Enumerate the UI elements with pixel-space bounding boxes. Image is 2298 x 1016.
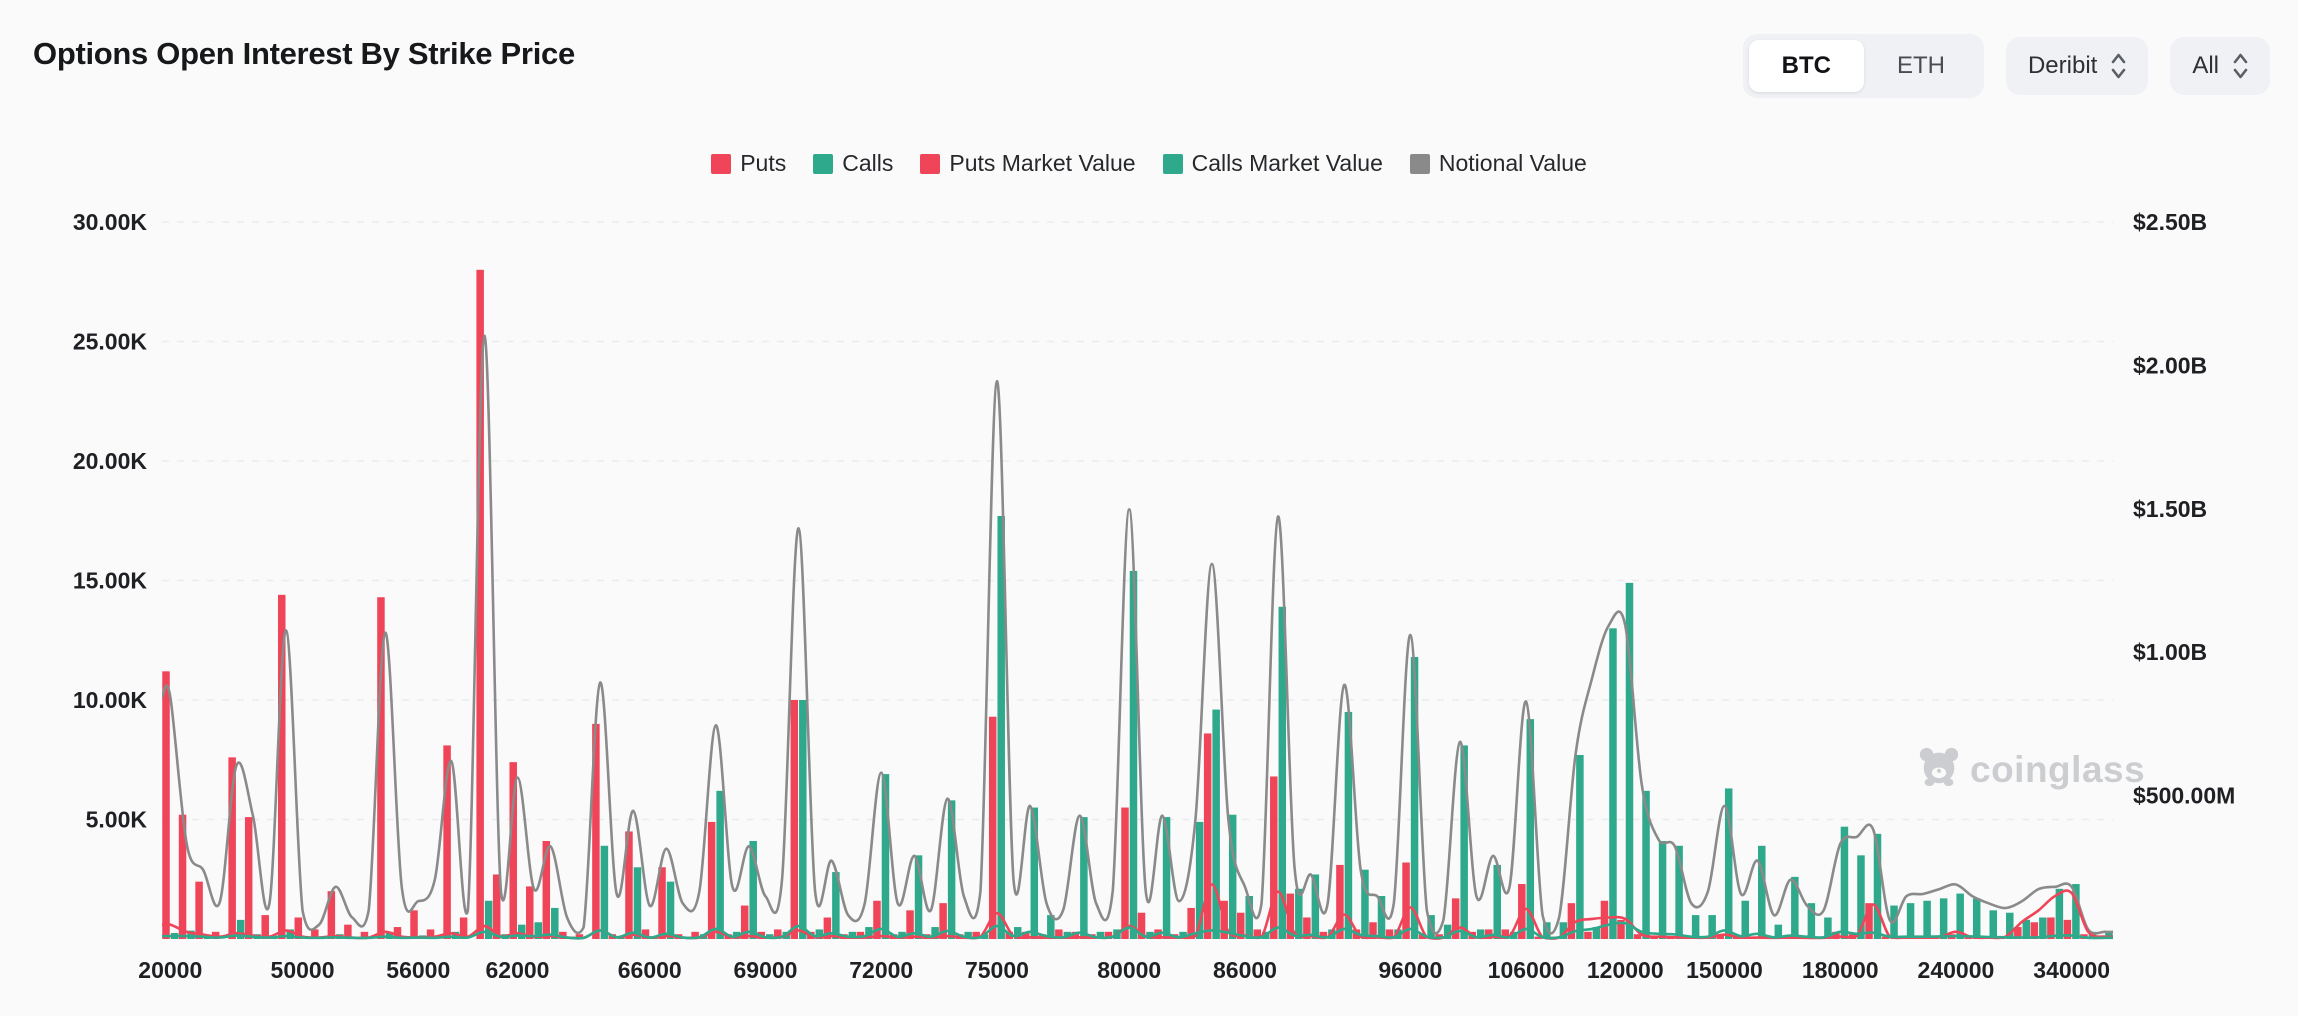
puts-bar [410,910,418,939]
calls-bar [1940,898,1948,939]
calls-bar [1212,710,1220,939]
calls-bar [667,882,675,939]
calls-bar [1295,889,1303,939]
x-tick-label: 66000 [618,957,682,983]
puts-bar [195,882,203,939]
y-left-tick-label: 20.00K [73,448,148,474]
y-left-tick-label: 15.00K [73,568,148,594]
x-tick-label: 120000 [1587,957,1664,983]
calls-bar [1907,903,1915,939]
y-left-tick-label: 30.00K [73,209,148,235]
x-tick-label: 86000 [1213,957,1277,983]
calls-bar [716,791,724,939]
puts-bar [261,915,269,939]
puts-bar [791,700,799,939]
x-tick-label: 340000 [2033,957,2110,983]
x-tick-label: 150000 [1686,957,1763,983]
y-left-tick-label: 5.00K [86,807,148,833]
x-tick-label: 240000 [1918,957,1995,983]
x-tick-label: 62000 [485,957,549,983]
calls-bar [1758,846,1766,939]
puts-bar [162,671,170,939]
x-tick-label: 69000 [734,957,798,983]
y-right-tick-label: $1.50B [2133,496,2207,522]
calls-bar [1576,755,1584,939]
calls-bar [1609,628,1617,939]
puts-bar [1121,808,1129,939]
puts-bar [245,817,253,939]
coinglass-watermark: coinglass [1916,744,2145,795]
options-open-interest-chart: 30.00K 25.00K 20.00K 15.00K 10.00K 5.00K $2.50… [0,0,2298,1016]
notional-value-line [162,336,2113,934]
calls-bar [1659,841,1667,939]
calls-bar [799,700,807,939]
y-right-tick-label: $1.00B [2133,639,2207,665]
puts-bar [1601,901,1609,939]
calls-bar [1741,901,1749,939]
x-tick-label: 56000 [386,957,450,983]
puts-bar [1402,863,1410,939]
calls-bar [1923,901,1931,939]
y-left-tick-label: 10.00K [73,687,148,713]
calls-bar [601,846,609,939]
calls-bar [1692,915,1700,939]
x-tick-label: 106000 [1488,957,1565,983]
puts-bar [1204,733,1212,939]
puts-bar [1270,776,1278,939]
puts-bar [873,901,881,939]
puts-bar [708,822,716,939]
puts-bar [1584,932,1592,939]
x-tick-label: 20000 [138,957,202,983]
calls-bar [634,867,642,939]
calls-market-value-line [162,923,2113,939]
x-tick-label: 50000 [271,957,335,983]
calls-bar [1973,898,1981,939]
y-right-tick-label: $2.50B [2133,209,2207,235]
puts-bar [1336,865,1344,939]
x-tick-label: 72000 [849,957,913,983]
x-tick-label: 75000 [965,957,1029,983]
y-left-tick-label: 25.00K [73,329,148,355]
x-tick-label: 80000 [1097,957,1161,983]
puts-bar [526,886,534,939]
y-right-tick-label: $2.00B [2133,352,2207,378]
puts-bar [989,717,997,939]
coinglass-watermark-text: coinglass [1970,749,2145,791]
y-right-tick-label: $500.00M [2133,783,2235,809]
calls-bar [1989,910,1997,939]
coinglass-bear-icon [1916,744,1962,795]
x-tick-label: 180000 [1802,957,1879,983]
x-tick-label: 96000 [1378,957,1442,983]
calls-bar [2023,920,2031,939]
